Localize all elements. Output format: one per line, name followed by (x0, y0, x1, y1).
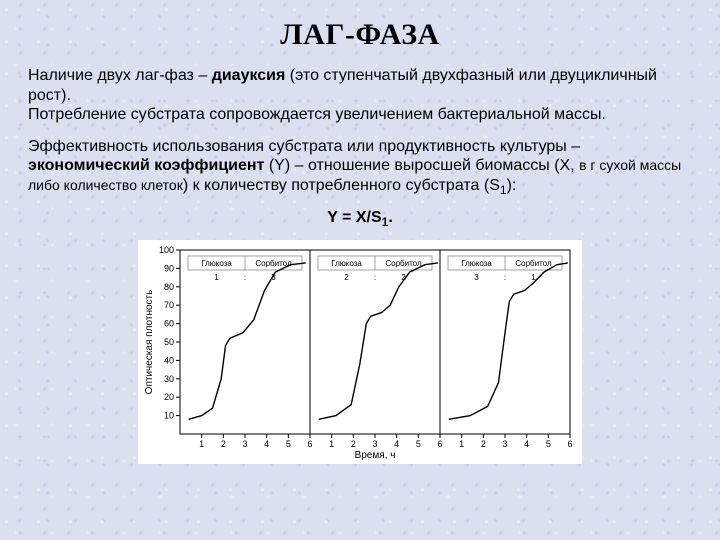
svg-text:30: 30 (164, 373, 174, 383)
svg-text:Глюкоза: Глюкоза (331, 259, 362, 268)
svg-text:80: 80 (164, 281, 174, 291)
svg-text:2: 2 (344, 273, 349, 282)
page-title: ЛАГ-ФАЗА (28, 18, 692, 52)
svg-text:Глюкоза: Глюкоза (201, 259, 232, 268)
formula: Y = X/S1. (28, 209, 692, 229)
svg-text:1: 1 (329, 439, 334, 449)
svg-text:1: 1 (459, 439, 464, 449)
svg-text:50: 50 (164, 337, 174, 347)
svg-text:Глюкоза: Глюкоза (461, 259, 492, 268)
p2-e: ) к количеству потребленного субстрата (… (183, 177, 500, 194)
svg-text:Сорбитол: Сорбитол (385, 259, 422, 268)
svg-text:5: 5 (286, 439, 291, 449)
svg-text:6: 6 (567, 439, 572, 449)
chart-container: 10 20 30 40 50 60 70 80 90 100 Оптическая плотност… (138, 240, 582, 464)
svg-text:4: 4 (524, 439, 529, 449)
svg-text:Время, ч: Время, ч (355, 450, 396, 461)
p2-f: ): (507, 177, 517, 194)
svg-text:3: 3 (474, 273, 479, 282)
svg-text:2: 2 (481, 439, 486, 449)
svg-text:5: 5 (546, 439, 551, 449)
svg-text:1: 1 (214, 273, 219, 282)
formula-b: . (388, 209, 392, 226)
p1-bold: диауксия (212, 67, 286, 84)
svg-text:4: 4 (394, 439, 399, 449)
p2-sub: 1 (500, 183, 507, 197)
svg-text:3: 3 (242, 439, 247, 449)
svg-text:2: 2 (221, 439, 226, 449)
p2-bold: экономический коэффициент (28, 157, 264, 174)
svg-text:70: 70 (164, 300, 174, 310)
svg-text:40: 40 (164, 355, 174, 365)
p2-a: Эффективность использования субстрата ил… (28, 138, 580, 155)
svg-text::: : (244, 273, 246, 282)
svg-text:2: 2 (351, 439, 356, 449)
svg-text:6: 6 (307, 439, 312, 449)
p1-a: Наличие двух лаг-фаз – (28, 67, 212, 84)
p1-d: Потребление субстрата сопровождается уве… (28, 106, 606, 123)
svg-text:6: 6 (437, 439, 442, 449)
formula-a: Y = X/S (327, 209, 381, 226)
svg-text:10: 10 (164, 410, 174, 420)
svg-text:4: 4 (264, 439, 269, 449)
svg-text:Оптическая плотность: Оптическая плотность (144, 289, 155, 394)
p2-c: (Y) – отношение выросшей биомассы (X, (264, 157, 579, 174)
svg-text:60: 60 (164, 318, 174, 328)
paragraph-1: Наличие двух лаг-фаз – диауксия (это сту… (28, 66, 692, 125)
svg-text:90: 90 (164, 263, 174, 273)
svg-text:3: 3 (372, 439, 377, 449)
svg-text::: : (374, 273, 376, 282)
slide-root: ЛАГ-ФАЗА Наличие двух лаг-фаз – диауксия… (0, 0, 720, 540)
svg-text:20: 20 (164, 392, 174, 402)
svg-text:1: 1 (199, 439, 204, 449)
svg-text:5: 5 (416, 439, 421, 449)
svg-text:3: 3 (502, 439, 507, 449)
svg-text:100: 100 (159, 245, 174, 255)
paragraph-2: Эффективность использования субстрата ил… (28, 137, 692, 198)
svg-text::: : (504, 273, 506, 282)
svg-text:Сорбитол: Сорбитол (515, 259, 552, 268)
diauxie-chart: 10 20 30 40 50 60 70 80 90 100 Оптическая плотност… (140, 242, 576, 462)
